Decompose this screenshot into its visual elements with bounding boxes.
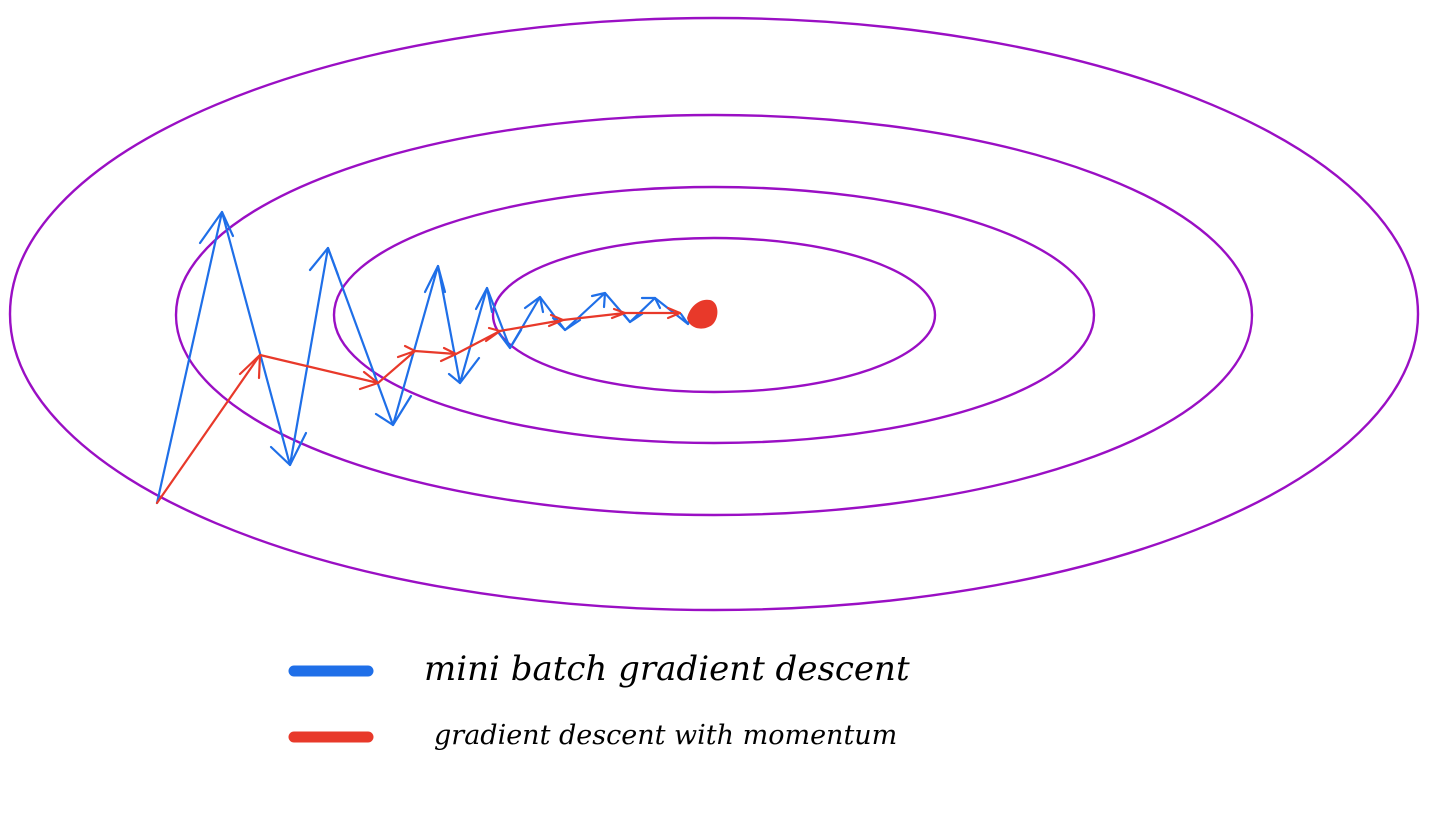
contour-inner <box>491 236 937 394</box>
minibatch-arrowhead <box>269 431 308 467</box>
minibatch-arrowhead <box>590 291 607 309</box>
momentum-trajectory <box>155 311 682 505</box>
minibatch-arrowhead <box>308 246 340 277</box>
momentum-arrowhead <box>396 344 417 359</box>
minibatch-arrowhead <box>496 328 523 350</box>
minibatch-arrowhead <box>474 286 494 314</box>
momentum-arrowhead <box>610 307 627 320</box>
legend: mini batch gradient descent gradient des… <box>288 649 910 751</box>
minibatch-arrowhead <box>423 264 447 294</box>
legend-label-minibatch: mini batch gradient descent <box>424 649 910 689</box>
contour-second <box>332 185 1096 445</box>
minibatch-arrowhead <box>523 295 545 314</box>
minibatch-arrowhead <box>640 296 662 310</box>
momentum-arrowhead <box>547 313 565 328</box>
contour-outer <box>8 16 1420 612</box>
legend-item-minibatch: mini batch gradient descent <box>288 649 910 689</box>
momentum-path <box>155 306 682 505</box>
momentum-arrowhead <box>666 306 682 320</box>
minibatch-zigzag <box>155 210 690 505</box>
momentum-arrowhead <box>439 346 458 363</box>
legend-label-momentum: gradient descent with momentum <box>434 720 897 751</box>
minibatch-arrowhead <box>447 356 481 385</box>
contour-third <box>174 113 1254 517</box>
momentum-arrowhead <box>358 370 380 391</box>
minibatch-path <box>155 210 694 505</box>
momentum-arrowhead <box>238 353 262 380</box>
legend-item-momentum: gradient descent with momentum <box>288 720 897 751</box>
minimum-point <box>687 299 718 329</box>
contour-lines <box>8 16 1420 612</box>
momentum-arrowhead <box>484 326 502 343</box>
minibatch-arrowhead <box>198 210 235 245</box>
minibatch-arrowhead <box>620 310 644 324</box>
minibatch-arrowhead <box>374 394 413 427</box>
